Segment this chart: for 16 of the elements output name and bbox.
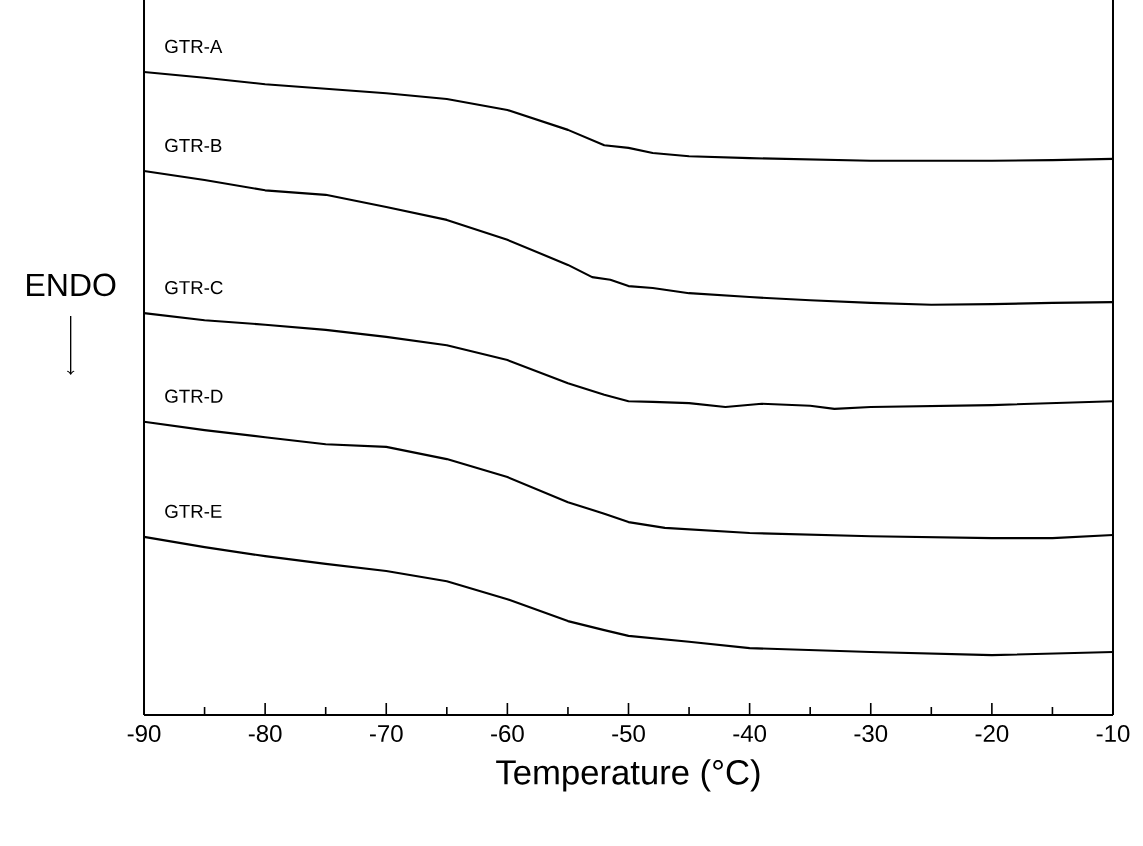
- series-label: GTR-B: [165, 138, 222, 153]
- x-tick-label: -50: [612, 725, 645, 743]
- x-tick-label: -20: [975, 725, 1009, 743]
- x-tick-label: -70: [369, 725, 403, 743]
- x-tick-label: -30: [854, 725, 888, 743]
- series-label: GTR-C: [165, 280, 223, 295]
- x-tick-label: -80: [248, 725, 282, 743]
- series-label: GTR-E: [165, 504, 222, 518]
- text: ENDO: [27, 273, 116, 297]
- series-label: GTR-D: [165, 389, 223, 403]
- x-axis-title: Temperature (°C): [496, 759, 760, 792]
- x-tick-label: -90: [127, 725, 161, 743]
- series-label: GTR-A: [165, 39, 223, 54]
- x-tick-label: -60: [491, 725, 524, 743]
- x-tick-label: -40: [733, 725, 767, 743]
- x-tick-label: -10: [1096, 725, 1130, 743]
